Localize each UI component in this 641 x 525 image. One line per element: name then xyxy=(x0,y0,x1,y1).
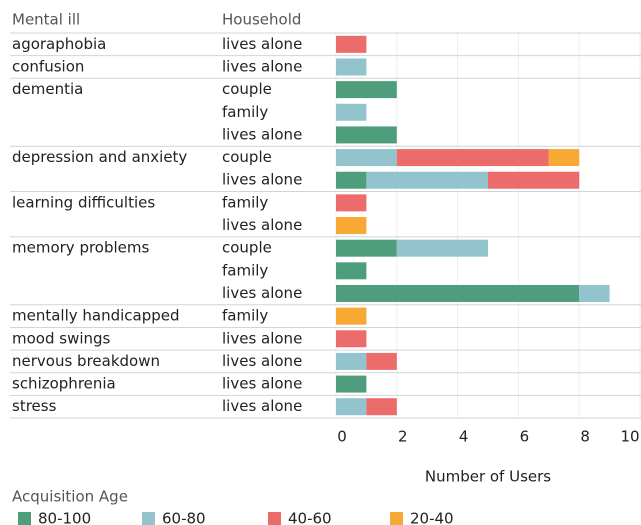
category-label: lives alone xyxy=(222,57,302,75)
category-label: family xyxy=(222,193,268,211)
column-header: Household xyxy=(222,11,301,29)
group-label: confusion xyxy=(12,57,84,75)
category-label: couple xyxy=(222,148,272,166)
bar-segment xyxy=(366,171,488,189)
group-label: dementia xyxy=(12,80,83,98)
bar-segment xyxy=(336,239,397,257)
category-label: family xyxy=(222,103,268,121)
bar-segment xyxy=(336,35,367,53)
x-tick-label: 4 xyxy=(459,428,469,446)
category-label: lives alone xyxy=(222,171,302,189)
bar-segment xyxy=(336,58,367,76)
bar-segment xyxy=(336,262,367,280)
bar-segment xyxy=(336,126,397,144)
x-axis-title: Number of Users xyxy=(425,468,551,486)
bar-segment xyxy=(396,149,549,167)
legend-label: 40-60 xyxy=(288,510,332,525)
legend-swatch xyxy=(268,512,281,525)
category-label: lives alone xyxy=(222,329,302,347)
category-label: lives alone xyxy=(222,375,302,393)
bar-segment xyxy=(336,307,367,325)
group-label: schizophrenia xyxy=(12,375,116,393)
category-label: lives alone xyxy=(222,397,302,415)
bar-segment xyxy=(336,352,367,370)
bar-segment xyxy=(336,103,367,121)
group-label: stress xyxy=(12,397,57,415)
group-label: mentally handicapped xyxy=(12,307,180,325)
bar-segment xyxy=(336,194,367,212)
bar-segment xyxy=(336,171,367,189)
category-label: lives alone xyxy=(222,284,302,302)
category-label: couple xyxy=(222,239,272,257)
bar-segment xyxy=(336,81,397,99)
group-label: nervous breakdown xyxy=(12,352,160,370)
bar-segment xyxy=(396,239,488,257)
bar-segment xyxy=(336,217,367,235)
category-label: couple xyxy=(222,80,272,98)
bar-segment xyxy=(366,352,397,370)
group-label: learning difficulties xyxy=(12,193,155,211)
legend-title: Acquisition Age xyxy=(12,488,128,506)
bar-segment xyxy=(488,171,580,189)
group-label: depression and anxiety xyxy=(12,148,187,166)
category-label: lives alone xyxy=(222,216,302,234)
bar-segment xyxy=(579,284,610,302)
group-label: mood swings xyxy=(12,329,111,347)
group-label: agoraphobia xyxy=(12,35,106,53)
legend-label: 60-80 xyxy=(162,510,206,525)
category-label: lives alone xyxy=(222,352,302,370)
legend-label: 20-40 xyxy=(410,510,454,525)
bar-segment xyxy=(336,284,580,302)
x-tick-label: 0 xyxy=(337,428,347,446)
category-label: lives alone xyxy=(222,35,302,53)
column-header: Mental ill xyxy=(12,11,80,29)
legend-swatch xyxy=(18,512,31,525)
x-tick-label: 6 xyxy=(520,428,530,446)
x-tick-label: 8 xyxy=(580,428,590,446)
category-label: family xyxy=(222,261,268,279)
legend-swatch xyxy=(142,512,155,525)
bar-segment xyxy=(366,398,397,416)
bar-segment xyxy=(336,330,367,348)
bar-segment xyxy=(336,149,397,167)
legend-swatch xyxy=(390,512,403,525)
group-label: memory problems xyxy=(12,239,150,257)
legend-label: 80-100 xyxy=(38,510,91,525)
bar-segment xyxy=(548,149,580,167)
category-label: family xyxy=(222,307,268,325)
bar-segment xyxy=(336,375,367,393)
x-tick-label: 10 xyxy=(620,428,639,446)
bar-segment xyxy=(336,398,367,416)
x-tick-label: 2 xyxy=(398,428,408,446)
category-label: lives alone xyxy=(222,125,302,143)
